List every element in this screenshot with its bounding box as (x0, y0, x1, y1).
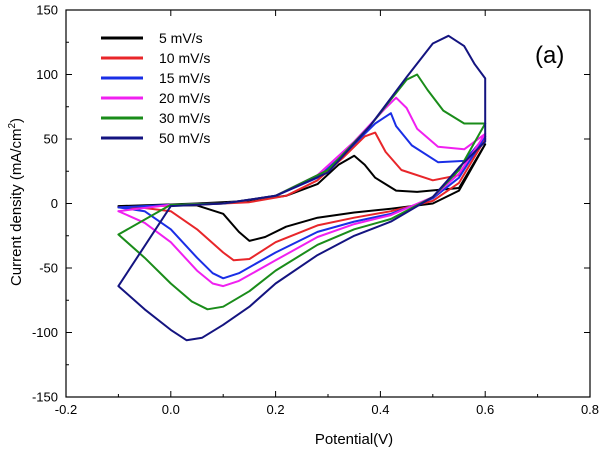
y-tick-label: 50 (44, 132, 58, 147)
x-tick-label: 0.2 (267, 402, 285, 417)
y-tick-label: -150 (32, 390, 58, 405)
series-line-5 (117, 73, 487, 311)
axis-ticks: -0.2 0.0 0.2 0.4 0.6 0.8 -150 -100 -50 0 50 100 150 (32, 3, 599, 418)
y-axis-title-sup: 2 (7, 123, 18, 129)
panel-label: (a) (535, 42, 564, 69)
y-tick-label: -100 (32, 325, 58, 340)
y-axis-title-close: ) (8, 118, 25, 123)
legend-label-6: 50 mV/s (159, 130, 210, 146)
series-line-2 (117, 131, 487, 262)
legend-label-1: 5 mV/s (159, 30, 203, 46)
x-axis-title: Potential(V) (315, 431, 393, 448)
y-tick-label: 100 (36, 67, 58, 82)
series-line-1 (117, 143, 487, 242)
x-tick-label: -0.2 (55, 402, 77, 417)
y-tick-label: 0 (51, 196, 58, 211)
legend-label-2: 10 mV/s (159, 50, 210, 66)
legend-label-3: 15 mV/s (159, 70, 210, 86)
x-tick-label: 0.8 (581, 402, 599, 417)
y-tick-label: 150 (36, 3, 58, 18)
legend-label-4: 20 mV/s (159, 90, 210, 106)
x-tick-label: 0.4 (371, 402, 389, 417)
x-tick-label: 0.0 (162, 402, 180, 417)
legend-label-5: 30 mV/s (159, 110, 210, 126)
x-tick-label: 0.6 (476, 402, 494, 417)
y-axis-title-main: Current density (mA/cm (8, 129, 25, 287)
series-group (117, 34, 487, 342)
axes-frame (65, 9, 591, 398)
plot-area-border (65, 9, 591, 398)
y-tick-label: -50 (39, 261, 58, 276)
series-line-6 (117, 34, 487, 342)
legend: 5 mV/s 10 mV/s 15 mV/s 20 mV/s 30 mV/s 50 mV/… (101, 30, 210, 146)
y-axis-title: Current density (mA/cm2) (7, 118, 25, 286)
